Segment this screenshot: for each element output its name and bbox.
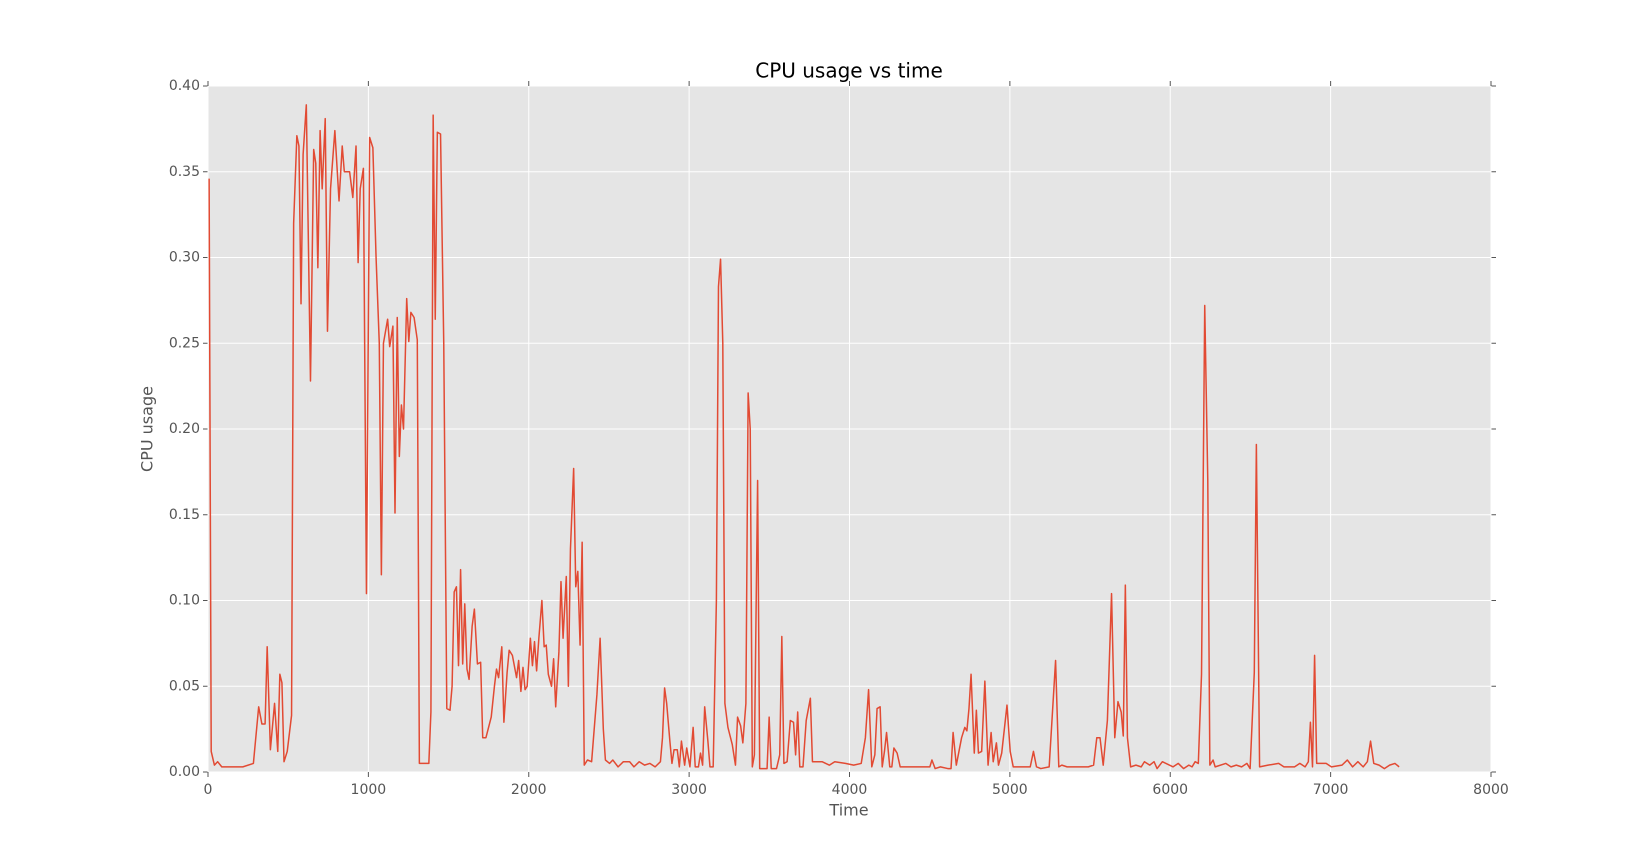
- y-tick-label: 0.00: [169, 764, 200, 780]
- x-tick-label: 1000: [351, 782, 387, 798]
- x-tick-label: 0: [204, 782, 213, 798]
- y-tick-label: 0.10: [169, 593, 200, 609]
- y-axis-label: CPU usage: [138, 386, 157, 472]
- y-tick-label: 0.15: [169, 507, 200, 523]
- y-tick-label: 0.20: [169, 421, 200, 437]
- x-tick-label: 6000: [1152, 782, 1188, 798]
- x-tick-label: 3000: [671, 782, 707, 798]
- x-tick-label: 8000: [1473, 782, 1509, 798]
- x-tick-label: 2000: [511, 782, 547, 798]
- data-line: [208, 104, 1400, 770]
- chart-title: CPU usage vs time: [755, 59, 943, 83]
- y-tick-label: 0.40: [169, 78, 200, 94]
- y-tick-label: 0.35: [169, 164, 200, 180]
- x-tick-label: 7000: [1313, 782, 1349, 798]
- y-tick-label: 0.05: [169, 678, 200, 694]
- y-tick-label: 0.25: [169, 335, 200, 351]
- x-tick-label: 5000: [992, 782, 1028, 798]
- x-tick-label: 4000: [832, 782, 868, 798]
- y-tick-label: 0.30: [169, 250, 200, 266]
- x-axis-label: Time: [828, 801, 868, 820]
